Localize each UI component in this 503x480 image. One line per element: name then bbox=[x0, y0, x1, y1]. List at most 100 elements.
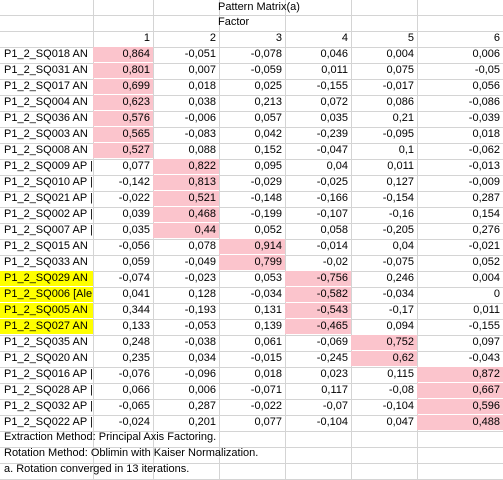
value-cell[interactable]: -0,148 bbox=[250, 192, 282, 204]
row-label-cell[interactable]: P1_2_SQ008 AN bbox=[4, 144, 88, 156]
value-cell[interactable]: -0,014 bbox=[316, 240, 348, 252]
value-cell[interactable]: 0,039 bbox=[122, 208, 150, 220]
value-cell[interactable]: 0,139 bbox=[254, 320, 282, 332]
value-cell[interactable]: 0,596 bbox=[417, 399, 503, 414]
value-cell[interactable]: -0,096 bbox=[184, 368, 216, 380]
value-cell[interactable]: 0,056 bbox=[472, 80, 500, 92]
value-cell[interactable]: 0,44 bbox=[153, 223, 219, 238]
value-cell[interactable]: -0,107 bbox=[316, 208, 348, 220]
value-cell[interactable]: -0,104 bbox=[382, 400, 414, 412]
column-header-3[interactable]: 3 bbox=[275, 32, 282, 44]
row-label-cell[interactable]: P1_2_SQ002 AP | bbox=[4, 208, 93, 220]
value-cell[interactable]: -0,009 bbox=[468, 176, 500, 188]
value-cell[interactable]: 0,078 bbox=[188, 240, 216, 252]
value-cell[interactable]: 0,04 bbox=[326, 160, 348, 172]
value-cell[interactable]: -0,08 bbox=[388, 384, 414, 396]
row-label-cell[interactable]: P1_2_SQ033 AN bbox=[4, 256, 88, 268]
value-cell[interactable]: 0,623 bbox=[93, 95, 153, 110]
value-cell[interactable]: 0,042 bbox=[254, 128, 282, 140]
value-cell[interactable]: -0,076 bbox=[118, 368, 150, 380]
row-label-cell[interactable]: P1_2_SQ004 AN bbox=[4, 96, 88, 108]
value-cell[interactable]: 0,872 bbox=[417, 367, 503, 382]
value-cell[interactable]: 0,213 bbox=[254, 96, 282, 108]
value-cell[interactable]: -0,023 bbox=[184, 272, 216, 284]
value-cell[interactable]: -0,155 bbox=[316, 80, 348, 92]
value-cell[interactable]: 0,201 bbox=[188, 416, 216, 428]
value-cell[interactable]: 0,115 bbox=[387, 368, 414, 380]
value-cell[interactable]: 0,052 bbox=[254, 224, 282, 236]
row-label-cell[interactable]: P1_2_SQ017 AN bbox=[4, 80, 88, 92]
value-cell[interactable]: -0,245 bbox=[316, 352, 348, 364]
value-cell[interactable]: 0,914 bbox=[219, 239, 285, 254]
value-cell[interactable]: 0,131 bbox=[254, 304, 282, 316]
footer-extraction[interactable]: Extraction Method: Principal Axis Factor… bbox=[4, 431, 217, 443]
value-cell[interactable]: 0,007 bbox=[188, 64, 216, 76]
value-cell[interactable]: -0,025 bbox=[316, 176, 348, 188]
value-cell[interactable]: -0,095 bbox=[382, 128, 414, 140]
row-label-cell[interactable]: P1_2_SQ022 AP | bbox=[4, 416, 93, 428]
value-cell[interactable]: -0,17 bbox=[388, 304, 414, 316]
value-cell[interactable]: -0,166 bbox=[316, 192, 348, 204]
value-cell[interactable]: 0,133 bbox=[122, 320, 150, 332]
value-cell[interactable]: 0,059 bbox=[122, 256, 150, 268]
value-cell[interactable]: 0,62 bbox=[351, 351, 417, 366]
value-cell[interactable]: -0,075 bbox=[382, 256, 414, 268]
value-cell[interactable]: -0,582 bbox=[285, 287, 351, 302]
value-cell[interactable]: -0,16 bbox=[388, 208, 414, 220]
value-cell[interactable]: 0,235 bbox=[122, 352, 150, 364]
value-cell[interactable]: 0,097 bbox=[472, 336, 500, 348]
value-cell[interactable]: 0,276 bbox=[472, 224, 500, 236]
row-label-cell[interactable]: P1_2_SQ010 AP | bbox=[4, 176, 93, 188]
value-cell[interactable]: 0,488 bbox=[417, 415, 503, 430]
value-cell[interactable]: -0,065 bbox=[118, 400, 150, 412]
value-cell[interactable]: 0,006 bbox=[188, 384, 216, 396]
value-cell[interactable]: 0,128 bbox=[188, 288, 216, 300]
value-cell[interactable]: 0,864 bbox=[93, 47, 153, 62]
row-label-cell[interactable]: P1_2_SQ028 AP | bbox=[4, 384, 93, 396]
column-header-6[interactable]: 6 bbox=[493, 32, 500, 44]
value-cell[interactable]: 0,799 bbox=[219, 255, 285, 270]
value-cell[interactable]: -0,069 bbox=[316, 336, 348, 348]
value-cell[interactable]: -0,029 bbox=[250, 176, 282, 188]
value-cell[interactable]: -0,043 bbox=[468, 352, 500, 364]
column-header-2[interactable]: 2 bbox=[209, 32, 216, 44]
value-cell[interactable]: 0,011 bbox=[473, 304, 500, 316]
row-label-cell[interactable]: P1_2_SQ007 AP | bbox=[4, 224, 93, 236]
value-cell[interactable]: -0,199 bbox=[250, 208, 282, 220]
value-cell[interactable]: -0,059 bbox=[250, 64, 282, 76]
value-cell[interactable]: -0,022 bbox=[118, 192, 150, 204]
row-label-cell[interactable]: P1_2_SQ035 AN bbox=[4, 336, 88, 348]
value-cell[interactable]: -0,104 bbox=[316, 416, 348, 428]
value-cell[interactable]: -0,038 bbox=[184, 336, 216, 348]
value-cell[interactable]: 0,058 bbox=[320, 224, 348, 236]
value-cell[interactable]: 0,117 bbox=[321, 384, 348, 396]
value-cell[interactable]: 0,041 bbox=[122, 288, 150, 300]
value-cell[interactable]: 0,468 bbox=[153, 207, 219, 222]
value-cell[interactable]: 0,152 bbox=[254, 144, 282, 156]
value-cell[interactable]: 0,521 bbox=[153, 191, 219, 206]
row-label-cell[interactable]: P1_2_SQ018 AN bbox=[4, 48, 88, 60]
value-cell[interactable]: -0,015 bbox=[250, 352, 282, 364]
value-cell[interactable]: 0,052 bbox=[472, 256, 500, 268]
value-cell[interactable]: 0,075 bbox=[386, 64, 414, 76]
value-cell[interactable]: -0,239 bbox=[316, 128, 348, 140]
value-cell[interactable]: -0,024 bbox=[118, 416, 150, 428]
value-cell[interactable]: -0,074 bbox=[118, 272, 150, 284]
row-label-cell[interactable]: P1_2_SQ029 AN bbox=[0, 271, 93, 286]
footer-rotation[interactable]: Rotation Method: Oblimin with Kaiser Nor… bbox=[4, 447, 259, 459]
value-cell[interactable]: 0,018 bbox=[472, 128, 500, 140]
value-cell[interactable]: 0,066 bbox=[122, 384, 150, 396]
value-cell[interactable]: 0,246 bbox=[386, 272, 414, 284]
value-cell[interactable]: 0,006 bbox=[472, 48, 500, 60]
value-cell[interactable]: -0,071 bbox=[250, 384, 282, 396]
value-cell[interactable]: -0,756 bbox=[285, 271, 351, 286]
value-cell[interactable]: -0,193 bbox=[184, 304, 216, 316]
value-cell[interactable]: 0,004 bbox=[386, 48, 414, 60]
value-cell[interactable]: 0,018 bbox=[188, 80, 216, 92]
value-cell[interactable]: 0,565 bbox=[93, 127, 153, 142]
column-header-5[interactable]: 5 bbox=[407, 32, 414, 44]
value-cell[interactable]: 0,04 bbox=[392, 240, 414, 252]
row-label-cell[interactable]: P1_2_SQ006 [Ale bbox=[0, 287, 93, 302]
value-cell[interactable]: 0,035 bbox=[122, 224, 150, 236]
value-cell[interactable]: -0,155 bbox=[468, 320, 500, 332]
